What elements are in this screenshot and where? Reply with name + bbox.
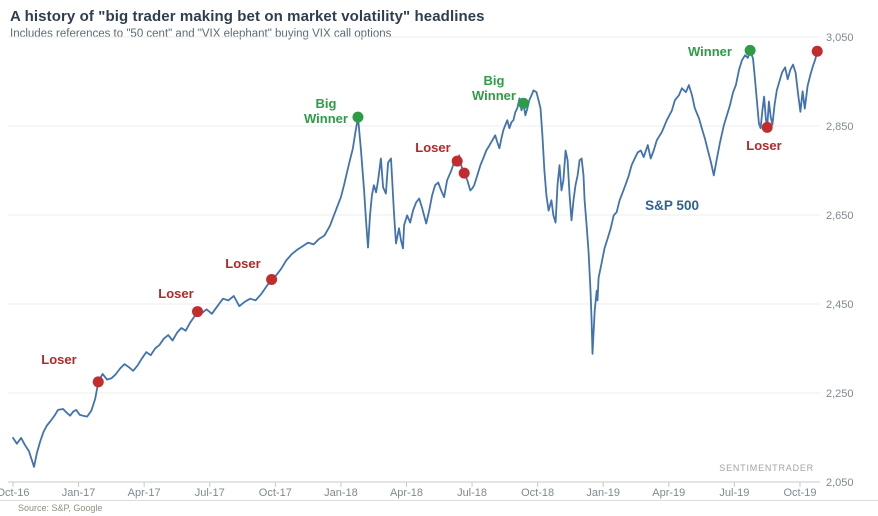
- y-tick-label: 2,450: [826, 299, 854, 311]
- x-tick-label: Apr-18: [390, 487, 423, 499]
- y-tick-label: 2,650: [826, 210, 854, 222]
- series-label-sp500: S&P 500: [645, 198, 699, 213]
- x-tick-label: Oct-17: [259, 487, 292, 499]
- annotation-label-loser: Loser: [225, 256, 260, 271]
- x-tick-label: Jul-19: [719, 487, 749, 499]
- annotation-label-loser: Loser: [415, 140, 450, 155]
- annotation-label-loser: Loser: [41, 352, 76, 367]
- annotation-dot-loser: [266, 274, 278, 286]
- x-tick-label: Jan-18: [324, 487, 358, 499]
- sp500-line: [12, 49, 819, 468]
- annotation-label-winner: Winner: [304, 111, 348, 126]
- annotation-dot-winner: [352, 111, 364, 123]
- annotation-dot-winner: [517, 97, 529, 109]
- source-note: Source: S&P, Google: [18, 503, 103, 513]
- annotation-label-loser: Loser: [158, 286, 193, 301]
- annotation-label-winner: Winner: [688, 44, 732, 59]
- x-tick-label: Oct-19: [783, 487, 816, 499]
- annotation-label-winner: Winner: [472, 88, 516, 103]
- x-tick-label: Jan-17: [62, 487, 96, 499]
- sentimentrader-watermark: SENTIMENTRADER: [719, 463, 814, 473]
- annotation-dot-loser: [451, 155, 463, 167]
- x-tick-label: Apr-17: [128, 487, 161, 499]
- annotation-label-loser: Loser: [746, 138, 781, 153]
- y-tick-label: 2,250: [826, 388, 854, 400]
- x-tick-label: Jul-18: [457, 487, 487, 499]
- y-tick-label: 2,050: [826, 477, 854, 489]
- annotation-dot-loser: [458, 167, 470, 179]
- annotation-dot-loser: [811, 45, 823, 57]
- x-tick-label: Oct-16: [0, 487, 30, 499]
- annotation-dot-loser: [191, 306, 203, 318]
- annotation-label-winner: Big: [484, 73, 505, 88]
- annotation-dot-winner: [744, 44, 756, 56]
- x-tick-label: Jan-19: [586, 487, 620, 499]
- bottom-divider: [0, 500, 878, 501]
- chart-title: A history of "big trader making bet on m…: [10, 8, 485, 25]
- x-tick-label: Oct-18: [521, 487, 554, 499]
- x-tick-label: Apr-19: [652, 487, 685, 499]
- y-tick-label: 2,850: [826, 121, 854, 133]
- annotation-label-winner: Big: [316, 96, 337, 111]
- annotation-dot-loser: [92, 376, 104, 388]
- y-tick-label: 3,050: [826, 32, 854, 44]
- x-tick-label: Jul-17: [195, 487, 225, 499]
- annotation-dot-loser: [761, 121, 773, 133]
